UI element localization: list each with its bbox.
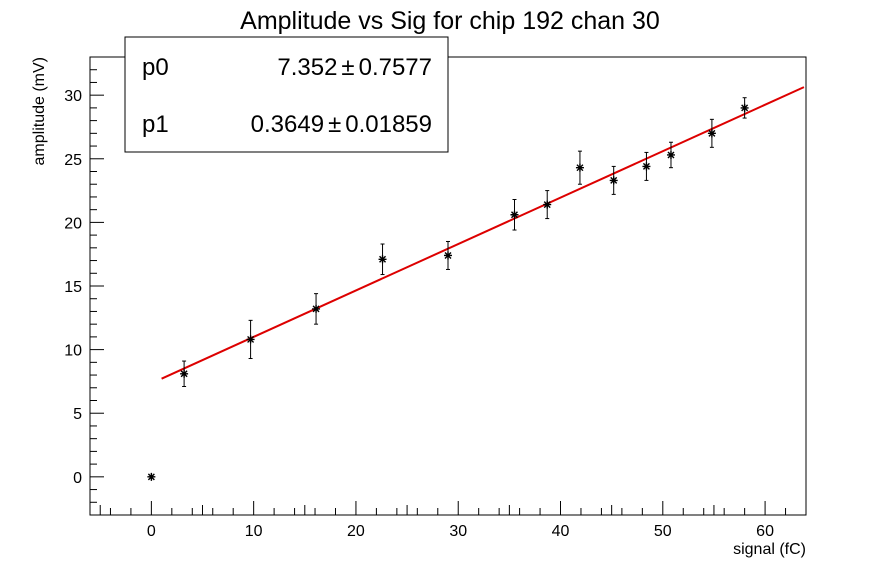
fit-line — [161, 86, 805, 380]
data-point — [180, 360, 189, 388]
data-point — [312, 293, 321, 325]
y-axis-label: amplitude (mV) — [31, 57, 48, 165]
y-tick-label: 15 — [64, 279, 82, 296]
data-point — [147, 472, 156, 481]
data-point — [444, 240, 452, 270]
y-tick-label: 5 — [73, 406, 82, 423]
x-tick-label: 30 — [449, 523, 467, 540]
point-marker — [609, 176, 618, 185]
x-tick-label: 10 — [245, 523, 263, 540]
stats-p1-name: p1 — [142, 111, 169, 138]
fit-stats-box: p0 7.352 ±0.7577 p1 0.3649 ±0.01859 — [124, 36, 449, 153]
fit-layer — [161, 86, 805, 380]
point-marker — [378, 255, 387, 264]
x-axis: 0 10 20 30 40 50 60 — [89, 501, 807, 540]
data-point — [642, 151, 651, 181]
y-tick-label: 0 — [73, 470, 82, 487]
point-marker — [740, 103, 749, 112]
data-point — [378, 243, 387, 276]
stats-box-frame — [124, 36, 449, 153]
data-point — [575, 150, 584, 185]
y-tick-label: 30 — [64, 88, 82, 105]
point-marker — [543, 200, 552, 209]
data-point — [246, 319, 255, 360]
x-axis-label: signal (fC) — [733, 541, 806, 558]
x-tick-label: 40 — [552, 523, 570, 540]
y-tick-label: 25 — [64, 152, 82, 169]
point-marker — [575, 163, 584, 172]
point-marker — [444, 251, 452, 260]
data-point — [609, 165, 618, 195]
x-tick-label: 0 — [147, 523, 156, 540]
x-tick-label: 60 — [756, 523, 774, 540]
point-marker — [510, 210, 519, 219]
point-marker — [666, 150, 675, 159]
data-point — [666, 141, 675, 169]
data-point — [543, 190, 552, 220]
point-marker — [642, 162, 651, 171]
stats-p0-value: 7.352 ±0.7577 — [277, 54, 432, 81]
point-marker — [246, 335, 255, 344]
point-marker — [147, 472, 156, 481]
data-point — [510, 198, 519, 231]
data-point — [740, 97, 749, 119]
stats-p1-value: 0.3649 ±0.01859 — [251, 111, 432, 138]
y-tick-label: 10 — [64, 343, 82, 360]
point-marker — [707, 129, 716, 138]
point-marker — [312, 304, 321, 313]
data-points — [147, 97, 749, 481]
data-point — [707, 118, 716, 148]
y-tick-label: 20 — [64, 215, 82, 232]
point-marker — [180, 369, 189, 378]
y-axis: 0 5 10 15 20 25 30 — [64, 56, 104, 516]
x-tick-label: 20 — [347, 523, 365, 540]
x-tick-label: 50 — [654, 523, 672, 540]
stats-p0-name: p0 — [142, 54, 169, 81]
chart-title: Amplitude vs Sig for chip 192 chan 30 — [240, 7, 660, 35]
